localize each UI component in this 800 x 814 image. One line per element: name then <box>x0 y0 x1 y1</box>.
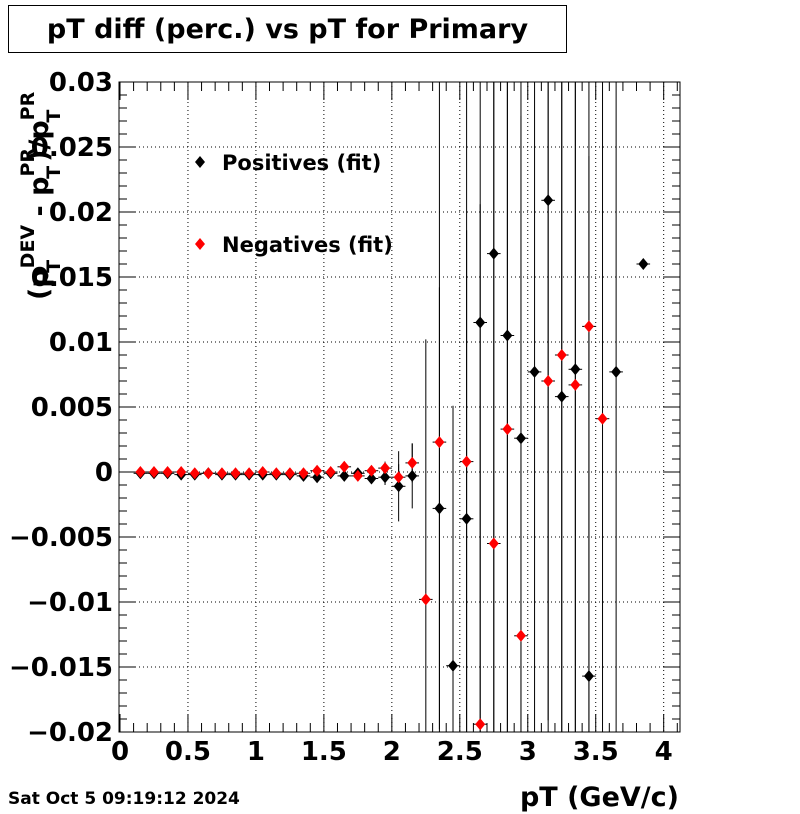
x-tick-label: 2.5 <box>437 737 483 767</box>
x-axis-label: pT (GeV/c) <box>520 782 679 813</box>
data-point-negatives <box>257 466 268 478</box>
data-point-negatives <box>366 464 377 477</box>
data-point-negatives <box>475 718 486 731</box>
data-point-negatives <box>393 471 404 484</box>
y-label-t3: T <box>43 110 65 123</box>
y-tick-label: 0.005 <box>31 393 113 423</box>
data-point-positives <box>407 469 418 482</box>
y-tick-label: −0.01 <box>27 588 113 618</box>
data-point-negatives <box>543 375 554 387</box>
data-point-negatives <box>325 466 336 478</box>
data-point-positives <box>366 472 377 485</box>
timestamp: Sat Oct 5 09:19:12 2024 <box>8 789 240 809</box>
y-label-open: (p <box>24 268 55 300</box>
y-label-pr2: PR <box>17 91 39 120</box>
data-point-positives <box>556 390 567 403</box>
y-label-t2: T <box>43 166 65 179</box>
x-tick-label: 0 <box>111 737 129 767</box>
data-point-negatives <box>176 466 187 478</box>
data-point-positives <box>570 363 581 376</box>
tick-labels: 0 0.5 1 1.5 2 2.5 3 3.5 4 −0.02 −0.015 −0.01 −0.005 0… <box>9 68 673 767</box>
data-point-negatives <box>244 467 255 480</box>
data-point-negatives <box>380 462 391 475</box>
x-tick-label: 2 <box>383 737 401 767</box>
x-tick-label: 3.5 <box>573 737 619 767</box>
data-point-negatives <box>284 467 295 480</box>
y-tick-label: 0.01 <box>49 328 113 358</box>
data-point-negatives <box>352 469 363 482</box>
data-point-negatives <box>420 593 431 606</box>
x-tick-label: 3 <box>519 737 537 767</box>
data-point-positives <box>339 469 350 482</box>
data-point-positives <box>543 194 554 207</box>
grid-lines <box>119 82 680 732</box>
data-point-positives <box>638 258 649 270</box>
legend-marker-negatives <box>195 238 205 250</box>
data-point-positives <box>515 432 526 445</box>
data-point-negatives <box>597 412 608 425</box>
data-point-negatives <box>216 467 227 480</box>
data-point-negatives <box>162 466 173 478</box>
data-point-negatives <box>407 456 418 469</box>
data-point-negatives <box>230 467 241 480</box>
data-point-negatives <box>135 466 146 478</box>
data-point-positives <box>611 365 622 378</box>
y-tick-label: −0.005 <box>9 523 113 553</box>
y-tick-label: 0.025 <box>31 133 113 163</box>
y-tick-label: 0.03 <box>49 68 113 98</box>
y-label-close: )/p <box>24 120 55 162</box>
y-tick-label: −0.02 <box>27 718 113 748</box>
legend-label-negatives: Negatives (fit) <box>222 233 393 257</box>
data-point-negatives <box>515 629 526 642</box>
legend-label-positives: Positives (fit) <box>222 151 381 175</box>
x-tick-label: 4 <box>655 737 673 767</box>
data-point-positives <box>475 316 486 329</box>
y-tick-label: 0.02 <box>49 198 113 228</box>
y-label-minus-p: - p <box>24 177 55 226</box>
data-markers <box>135 194 649 731</box>
y-label-pr1: PR <box>17 148 39 177</box>
data-point-negatives <box>298 467 309 480</box>
data-point-positives <box>583 670 594 683</box>
legend: Positives (fit) Negatives (fit) <box>195 151 393 257</box>
y-tick-label: 0.015 <box>31 263 113 293</box>
data-point-negatives <box>203 467 214 480</box>
data-point-negatives <box>461 455 472 468</box>
data-point-negatives <box>312 464 323 477</box>
data-point-negatives <box>502 423 513 436</box>
data-point-negatives <box>434 436 445 449</box>
data-point-positives <box>448 659 459 672</box>
y-label-t1: T <box>43 260 65 273</box>
data-point-positives <box>434 502 445 515</box>
data-point-negatives <box>570 378 581 391</box>
data-point-negatives <box>556 349 567 361</box>
chart-title: pT diff (perc.) vs pT for Primary <box>8 5 567 53</box>
data-point-negatives <box>148 466 159 478</box>
data-point-negatives <box>339 460 350 473</box>
data-point-negatives <box>583 320 594 333</box>
x-tick-label: 0.5 <box>165 737 211 767</box>
data-point-negatives <box>271 467 282 480</box>
data-point-negatives <box>488 537 499 550</box>
data-point-positives <box>488 247 499 260</box>
y-tick-label: 0 <box>95 458 113 488</box>
y-tick-label: −0.015 <box>9 653 113 683</box>
data-point-negatives <box>189 467 200 480</box>
data-point-positives <box>312 471 323 484</box>
legend-marker-positives <box>195 156 205 168</box>
y-label-dev: DEV <box>17 225 39 269</box>
x-tick-label: 1.5 <box>301 737 347 767</box>
data-point-positives <box>502 329 513 342</box>
x-tick-label: 1 <box>247 737 265 767</box>
data-point-positives <box>380 471 391 484</box>
data-point-positives <box>393 480 404 493</box>
axis-ticks <box>119 81 680 733</box>
data-point-positives <box>461 512 472 525</box>
data-point-positives <box>529 365 540 378</box>
y-axis-label: (pDEV T - pPR T)/pPR T <box>17 91 65 300</box>
